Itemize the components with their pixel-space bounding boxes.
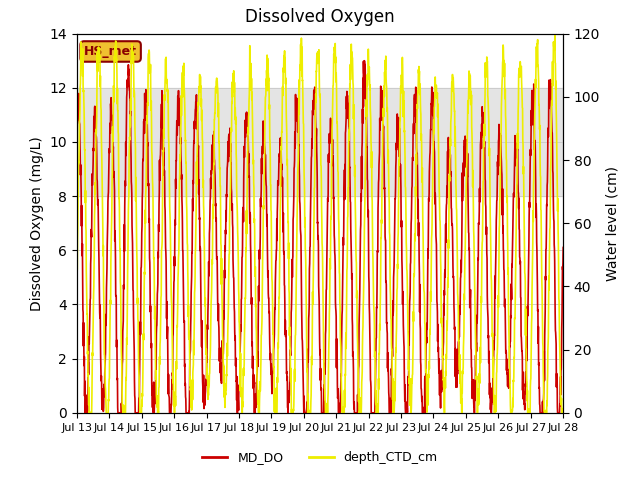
Legend: MD_DO, depth_CTD_cm: MD_DO, depth_CTD_cm <box>197 446 443 469</box>
Y-axis label: Water level (cm): Water level (cm) <box>605 166 620 281</box>
Bar <box>77 88 563 196</box>
Y-axis label: Dissolved Oxygen (mg/L): Dissolved Oxygen (mg/L) <box>30 136 44 311</box>
Title: Dissolved Oxygen: Dissolved Oxygen <box>245 9 395 26</box>
Text: HS_met: HS_met <box>84 45 137 58</box>
